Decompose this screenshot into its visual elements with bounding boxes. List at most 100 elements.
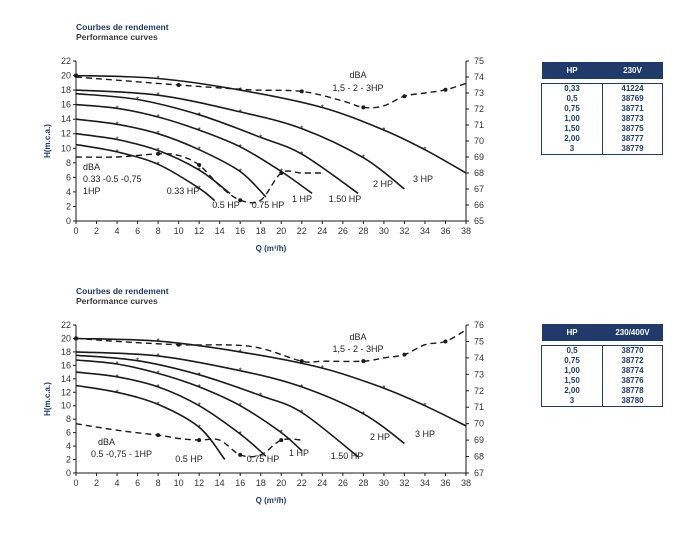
- x-tick-label: 16: [235, 226, 245, 236]
- x-tick-label: 20: [276, 226, 286, 236]
- curve-point-marker: *: [198, 423, 201, 432]
- curve-point-marker: *: [423, 402, 426, 411]
- curve-label: 0.75 HP: [252, 200, 285, 210]
- dba-label: 0.5 -0,75 - 1HP: [91, 449, 152, 459]
- dba-label: 0.33 -0.5 -0,75: [83, 174, 142, 184]
- chart-subtitle: Performance curves: [76, 32, 158, 42]
- y2-tick-label: 71: [474, 120, 484, 130]
- code-cell: 38775: [621, 124, 644, 133]
- curve-point-marker: *: [198, 184, 201, 193]
- table-body: 0,5 38770 0,75 38772 1,00 38774 1,50 38776 2,00 3…: [541, 345, 663, 407]
- code-cell: 38780: [621, 396, 644, 405]
- curve-point-marker: *: [300, 383, 303, 392]
- y-tick-label: 8: [66, 414, 71, 424]
- performance-curve: [75, 92, 359, 195]
- table-row: 0,75 38771: [541, 104, 663, 114]
- performance-chart-1: 0 2 4 6 8 10 12 14 16 18 20 22 24 26 28 30 32 34 36 3802468…: [43, 56, 484, 253]
- y-axis-label: H(m.c.a.): [43, 382, 52, 416]
- hp-cell: 0,33: [541, 83, 603, 94]
- curve-point-marker: *: [157, 352, 160, 361]
- chart-subtitle: Performance curves: [76, 296, 158, 306]
- y2-tick-label: 74: [474, 72, 484, 82]
- x-tick-label: 34: [420, 226, 430, 236]
- curve-point-marker: *: [239, 348, 242, 357]
- x-tick-label: 32: [399, 226, 409, 236]
- table-row: 2,00 38777: [541, 134, 663, 144]
- y-tick-label: 18: [61, 347, 71, 357]
- table-header-voltage: 230V: [602, 62, 663, 79]
- dba-curve: [75, 423, 302, 458]
- hp-cell: 3: [541, 396, 603, 407]
- performance-curve: [75, 118, 267, 198]
- table-row: 0,5 38769: [541, 94, 663, 104]
- table-row: 3 38779: [541, 144, 663, 155]
- curve-point-marker: *: [198, 166, 201, 175]
- chart-panel-1: Courbes de rendement Performance curves …: [43, 22, 663, 253]
- code-cell: 38774: [621, 366, 644, 375]
- x-tick-label: 0: [73, 226, 78, 236]
- curve-point-marker: *: [115, 120, 118, 129]
- x-tick-label: 22: [297, 226, 307, 236]
- y2-tick-label: 75: [474, 56, 484, 66]
- curve-point-marker: *: [239, 367, 242, 376]
- curve-point-marker: *: [239, 86, 242, 95]
- hp-cell: 1,50: [541, 376, 603, 386]
- y2-tick-label: 68: [474, 168, 484, 178]
- curve-label: 2 HP: [373, 179, 393, 189]
- x-tick-label: 30: [379, 226, 389, 236]
- curve-point-marker: *: [259, 392, 262, 401]
- curve-label: 0.5 HP: [212, 200, 240, 210]
- y2-tick-label: 70: [474, 136, 484, 146]
- curve-point-marker: *: [259, 133, 262, 142]
- code-cell: 38773: [621, 114, 644, 123]
- x-tick-label: 38: [461, 478, 471, 488]
- y2-tick-label: 69: [474, 152, 484, 162]
- dba-label: dBA: [349, 332, 366, 342]
- chart-title: Courbes de rendement: [76, 286, 169, 296]
- table-header-voltage: 230/400V: [602, 324, 663, 341]
- chart-title-block: Courbes de rendement Performance curves: [76, 286, 169, 306]
- performance-curve: [75, 89, 405, 190]
- hp-cell: 2,00: [541, 386, 603, 396]
- x-tick-label: 2: [94, 478, 99, 488]
- dba-point: [197, 438, 202, 443]
- curve-label: 1 HP: [289, 448, 309, 458]
- x-tick-label: 36: [440, 226, 450, 236]
- hp-cell: 0,75: [541, 356, 603, 366]
- y-tick-label: 8: [66, 158, 71, 168]
- x-tick-label: 10: [174, 226, 184, 236]
- hp-cell: 0,5: [541, 94, 603, 104]
- table-row: 1,00 38774: [541, 366, 663, 376]
- curve-point-marker: *: [423, 146, 426, 155]
- curve-point-marker: *: [115, 388, 118, 397]
- curve-point-marker: *: [157, 160, 160, 169]
- curve-label: 1.50 HP: [329, 194, 362, 204]
- curve-point-marker: *: [136, 357, 139, 366]
- hp-cell: 0,75: [541, 104, 603, 114]
- x-tick-label: 18: [256, 478, 266, 488]
- x-tick-label: 4: [115, 226, 120, 236]
- curve-point-marker: *: [321, 364, 324, 373]
- curve-point-marker: *: [239, 143, 242, 152]
- curve-point-marker: *: [157, 91, 160, 100]
- dba-point: [402, 94, 407, 99]
- curve-point-marker: *: [157, 113, 160, 122]
- performance-curve: [75, 359, 303, 452]
- x-tick-label: 6: [135, 478, 140, 488]
- dba-point: [299, 359, 304, 364]
- y2-tick-label: 72: [474, 104, 484, 114]
- hp-cell: 3: [541, 144, 603, 155]
- dba-label: dBA: [349, 70, 366, 80]
- curve-point-marker: *: [157, 130, 160, 139]
- curve-point-marker: *: [198, 146, 201, 155]
- curve-point-marker: *: [198, 383, 201, 392]
- code-cell: 38777: [621, 134, 644, 143]
- curve-point-marker: *: [239, 430, 242, 439]
- y-tick-label: 16: [61, 100, 71, 110]
- dba-label: dBA: [98, 437, 115, 447]
- x-axis-label: Q (m³/h): [256, 244, 287, 253]
- table-row: 1,00 38773: [541, 114, 663, 124]
- y-tick-label: 22: [61, 56, 71, 66]
- x-tick-label: 28: [358, 226, 368, 236]
- performance-curve: [75, 74, 467, 174]
